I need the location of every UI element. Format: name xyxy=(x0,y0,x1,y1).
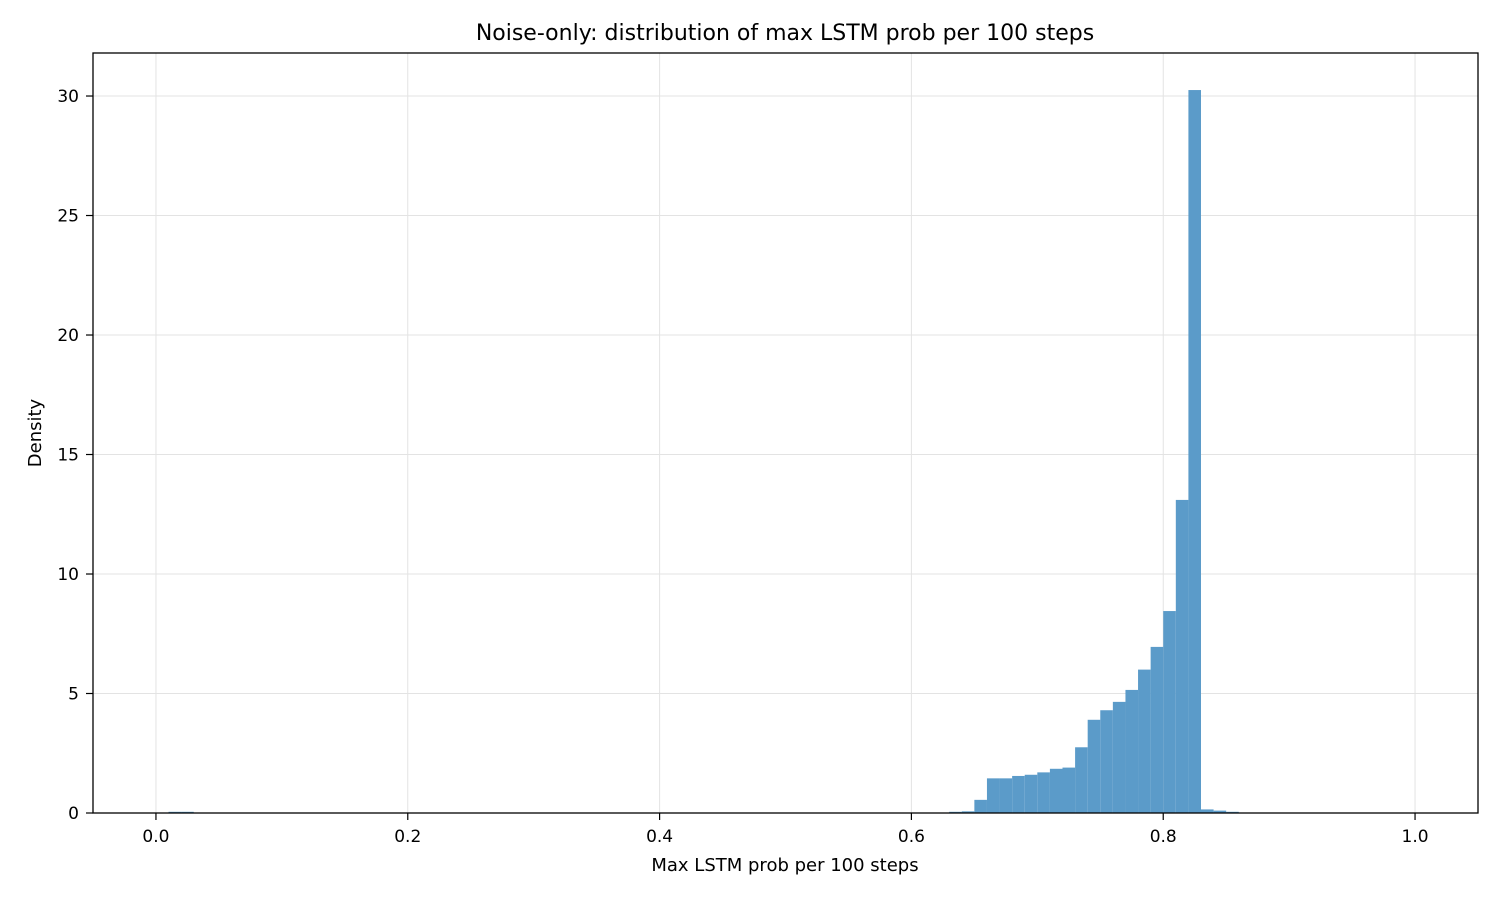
histogram-bar xyxy=(1100,710,1113,813)
x-tick-label: 0.4 xyxy=(646,827,673,847)
x-axis-label: Max LSTM prob per 100 steps xyxy=(651,855,918,876)
histogram-bar xyxy=(974,799,987,813)
y-axis-ticks: 0 5 10 15 20 25 30 xyxy=(57,87,93,824)
histogram-bar xyxy=(1075,747,1088,813)
histogram-bar xyxy=(1175,499,1189,813)
y-tick-label: 0 xyxy=(68,804,79,824)
histogram-bar xyxy=(1049,768,1063,813)
x-tick-label: 1.0 xyxy=(1402,827,1429,847)
histogram-bar xyxy=(1163,611,1176,813)
x-tick-label: 0.0 xyxy=(142,827,169,847)
histogram-bar xyxy=(961,811,975,813)
histogram-bar xyxy=(1062,767,1076,813)
y-tick-label: 20 xyxy=(57,326,79,346)
chart-title: Noise-only: distribution of max LSTM pro… xyxy=(476,21,1094,46)
y-tick-label: 25 xyxy=(57,207,79,227)
histogram-bar xyxy=(1188,90,1201,814)
histogram-bar xyxy=(1012,775,1025,813)
y-tick-label: 15 xyxy=(57,446,79,466)
histogram-bars xyxy=(168,90,1239,814)
histogram-bar xyxy=(1201,809,1214,813)
y-axis-label: Density xyxy=(25,398,46,467)
grid-lines xyxy=(93,53,1478,814)
histogram-bar xyxy=(1037,772,1050,813)
histogram-bar xyxy=(1024,774,1038,813)
histogram-bar xyxy=(1150,646,1164,813)
x-tick-label: 0.8 xyxy=(1150,827,1177,847)
histogram-bar xyxy=(986,778,1000,813)
histogram-bar xyxy=(1087,719,1101,813)
histogram-bar xyxy=(999,778,1013,813)
histogram-bar xyxy=(1125,689,1139,813)
y-tick-label: 5 xyxy=(68,685,79,705)
histogram-bar xyxy=(1112,701,1126,813)
x-axis-ticks: 0.0 0.2 0.4 0.6 0.8 1.0 xyxy=(142,813,1429,847)
y-tick-label: 30 xyxy=(57,87,79,107)
plot-frame xyxy=(92,52,1479,814)
x-tick-label: 0.6 xyxy=(898,827,925,847)
histogram-bar xyxy=(1138,669,1151,813)
x-tick-label: 0.2 xyxy=(394,827,421,847)
histogram-bar xyxy=(1213,810,1227,813)
y-tick-label: 10 xyxy=(57,565,79,585)
